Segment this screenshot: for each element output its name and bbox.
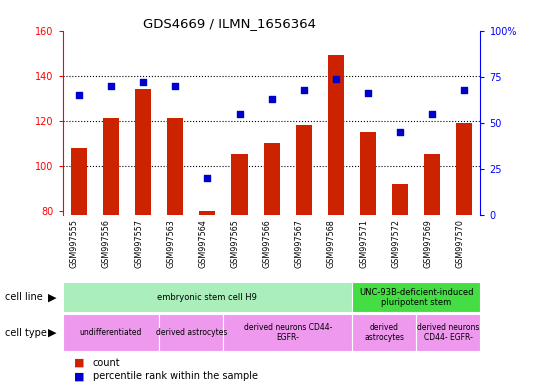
- Text: percentile rank within the sample: percentile rank within the sample: [93, 371, 258, 381]
- Bar: [63, 282, 352, 312]
- Bar: [456, 123, 472, 215]
- Bar: [199, 210, 216, 215]
- Point: [171, 83, 180, 89]
- Point: [396, 129, 405, 135]
- Text: GSM997567: GSM997567: [295, 219, 304, 268]
- Text: ■: ■: [74, 371, 84, 381]
- Text: GSM997571: GSM997571: [359, 219, 368, 268]
- Text: GSM997566: GSM997566: [263, 219, 272, 268]
- Text: GSM997555: GSM997555: [70, 219, 79, 268]
- Point: [428, 111, 437, 117]
- Bar: [392, 184, 408, 215]
- Bar: [264, 143, 280, 215]
- Text: GSM997572: GSM997572: [391, 219, 400, 268]
- Text: GSM997568: GSM997568: [327, 219, 336, 268]
- Text: derived
astrocytes: derived astrocytes: [364, 323, 404, 342]
- Text: cell line: cell line: [5, 292, 43, 302]
- Text: GSM997570: GSM997570: [455, 219, 465, 268]
- Bar: [296, 125, 312, 215]
- Bar: [352, 314, 416, 351]
- Text: derived neurons CD44-
EGFR-: derived neurons CD44- EGFR-: [244, 323, 332, 342]
- Point: [203, 175, 212, 181]
- Text: ■: ■: [74, 358, 84, 368]
- Bar: [232, 154, 247, 215]
- Text: ▶: ▶: [48, 292, 56, 302]
- Bar: [63, 314, 159, 351]
- Point: [235, 111, 244, 117]
- Text: GSM997563: GSM997563: [166, 219, 175, 268]
- Point: [268, 96, 276, 102]
- Point: [364, 90, 372, 96]
- Point: [106, 83, 115, 89]
- Bar: [328, 55, 344, 215]
- Text: GSM997565: GSM997565: [230, 219, 240, 268]
- Bar: [135, 89, 151, 215]
- Text: GSM997556: GSM997556: [102, 219, 111, 268]
- Point: [299, 87, 308, 93]
- Point: [331, 76, 340, 82]
- Text: embryonic stem cell H9: embryonic stem cell H9: [157, 293, 257, 302]
- Text: count: count: [93, 358, 121, 368]
- Text: GSM997569: GSM997569: [423, 219, 432, 268]
- Bar: [223, 314, 352, 351]
- Text: undifferentiated: undifferentiated: [80, 328, 142, 337]
- Bar: [167, 118, 183, 215]
- Text: ▶: ▶: [48, 328, 56, 338]
- Bar: [352, 282, 480, 312]
- Text: GSM997557: GSM997557: [134, 219, 143, 268]
- Point: [460, 87, 469, 93]
- Point: [74, 92, 83, 98]
- Text: cell type: cell type: [5, 328, 48, 338]
- Text: GSM997564: GSM997564: [198, 219, 207, 268]
- Bar: [71, 147, 87, 215]
- Bar: [424, 154, 440, 215]
- Bar: [103, 118, 119, 215]
- Text: GDS4669 / ILMN_1656364: GDS4669 / ILMN_1656364: [143, 17, 316, 30]
- Bar: [159, 314, 223, 351]
- Text: derived astrocytes: derived astrocytes: [156, 328, 227, 337]
- Bar: [416, 314, 480, 351]
- Point: [139, 79, 147, 85]
- Text: UNC-93B-deficient-induced
pluripotent stem: UNC-93B-deficient-induced pluripotent st…: [359, 288, 473, 307]
- Text: derived neurons
CD44- EGFR-: derived neurons CD44- EGFR-: [417, 323, 479, 342]
- Bar: [360, 132, 376, 215]
